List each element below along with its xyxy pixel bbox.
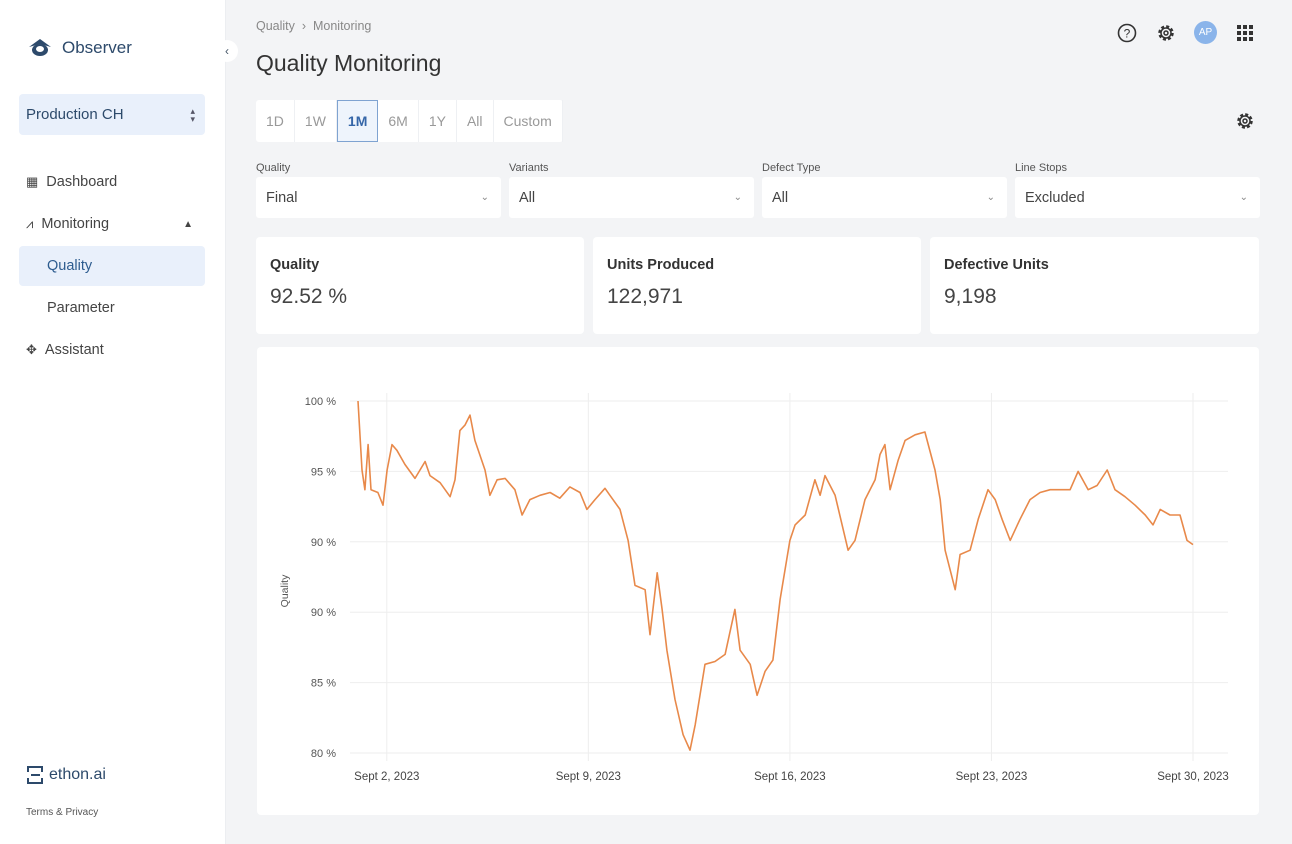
y-tick-label: 95 % — [311, 466, 336, 478]
sidebar-item-label: Parameter — [47, 300, 115, 316]
time-range-selector: 1D 1W 1M 6M 1Y All Custom — [256, 100, 563, 142]
y-tick-label: 85 % — [311, 678, 336, 690]
app-name: Observer — [62, 38, 132, 57]
range-all[interactable]: All — [457, 100, 494, 142]
chevron-down-icon: ⌄ — [986, 192, 995, 203]
chevron-updown-icon: ▴ ▾ — [190, 105, 195, 124]
chevron-up-icon: ▲ — [183, 218, 193, 230]
ethon-logo-icon — [27, 766, 43, 784]
y-axis-label: Quality — [279, 574, 291, 607]
sidebar-item-label: Assistant — [44, 342, 104, 358]
x-tick-label: Sept 2, 2023 — [354, 771, 419, 783]
kpi-value: 122,971 — [607, 285, 683, 308]
select-value: Final — [266, 189, 298, 206]
chevron-left-icon: ‹ — [225, 44, 229, 58]
footer-brand: ethon.ai — [49, 766, 106, 783]
sidebar-item-label: Dashboard — [46, 174, 118, 190]
x-tick-label: Sept 9, 2023 — [556, 771, 621, 783]
environment-name: Production CH — [26, 106, 124, 123]
breadcrumb-item[interactable]: Monitoring — [312, 19, 372, 33]
terms-link[interactable]: Terms & Privacy — [26, 807, 99, 818]
series-line-quality — [357, 400, 1194, 751]
x-tick-label: Sept 23, 2023 — [956, 771, 1028, 783]
app-logo[interactable]: Observer — [28, 38, 132, 58]
kpi-value: 92.52 % — [270, 285, 348, 308]
sidebar-item-parameter[interactable]: Parameter — [19, 288, 205, 328]
observer-logo-icon — [29, 39, 51, 56]
select-value: Excluded — [1025, 189, 1085, 206]
monitoring-icon: ⩘ — [26, 216, 34, 231]
select-value: All — [772, 189, 789, 206]
avatar[interactable]: AP — [1194, 21, 1217, 44]
ethon-logo: ethon.ai — [26, 764, 106, 786]
page-title: Quality Monitoring — [256, 50, 442, 76]
kpi-quality: Quality 92.52 % — [256, 237, 584, 334]
sidebar-item-dashboard[interactable]: ▦ Dashboard — [19, 162, 205, 202]
quality-chart: 100 % 95 % 90 % 90 % 85 % 80 % Sept 2, 2023 Sep… — [257, 347, 1259, 815]
grid-icon: ▦ — [26, 174, 39, 189]
svg-text:?: ? — [1124, 26, 1131, 40]
sidebar: Observer ‹ Production CH ▴ ▾ ▦ Dashboard ⩘… — [0, 0, 238, 844]
quality-line-chart: 100 % 95 % 90 % 90 % 85 % 80 % Sept 2, 2023 Sep… — [279, 393, 1229, 783]
sidebar-item-label: Quality — [47, 258, 93, 274]
sidebar-item-monitoring[interactable]: ⩘ Monitoring ▲ — [19, 204, 205, 244]
chevron-down-icon: ⌄ — [733, 192, 742, 203]
x-tick-label: Sept 16, 2023 — [754, 771, 826, 783]
sidebar-item-quality[interactable]: Quality — [19, 246, 205, 286]
filter-variants: Variants All ⌄ — [509, 162, 754, 218]
range-1m[interactable]: 1M — [336, 100, 379, 142]
chart-settings-icon[interactable] — [1234, 110, 1256, 132]
y-tick-label: 90 % — [311, 537, 336, 549]
filter-label: Line Stops — [1015, 162, 1067, 174]
filter-label: Defect Type — [762, 162, 821, 174]
filter-label: Quality — [256, 162, 291, 174]
kpi-defective-units: Defective Units 9,198 — [930, 237, 1259, 334]
defect-type-select[interactable]: All ⌄ — [762, 177, 1007, 218]
sidebar-item-assistant[interactable]: ✥ Assistant — [19, 330, 205, 370]
kpi-label: Quality — [270, 257, 320, 273]
select-value: All — [519, 189, 536, 206]
breadcrumb: Quality › Monitoring — [256, 19, 371, 33]
y-tick-label: 90 % — [311, 607, 336, 619]
filter-label: Variants — [509, 162, 549, 174]
sidebar-item-label: Monitoring — [41, 216, 110, 232]
environment-selector[interactable]: Production CH ▴ ▾ — [19, 94, 205, 135]
sparkle-icon: ✥ — [26, 342, 37, 357]
range-1d[interactable]: 1D — [256, 100, 295, 142]
variants-select[interactable]: All ⌄ — [509, 177, 754, 218]
range-1w[interactable]: 1W — [295, 100, 337, 142]
kpi-label: Defective Units — [944, 257, 1049, 273]
breadcrumb-separator: › — [298, 19, 310, 33]
y-tick-label: 80 % — [311, 748, 336, 760]
line-stops-select[interactable]: Excluded ⌄ — [1015, 177, 1260, 218]
settings-icon[interactable] — [1155, 22, 1177, 44]
range-1y[interactable]: 1Y — [419, 100, 457, 142]
kpi-units-produced: Units Produced 122,971 — [593, 237, 921, 334]
filter-line-stops: Line Stops Excluded ⌄ — [1015, 162, 1260, 218]
range-6m[interactable]: 6M — [378, 100, 419, 142]
quality-select[interactable]: Final ⌄ — [256, 177, 501, 218]
y-tick-label: 100 % — [305, 396, 336, 408]
filter-quality: Quality Final ⌄ — [256, 162, 501, 218]
top-actions: ? AP — [1116, 21, 1256, 44]
kpi-value: 9,198 — [944, 285, 997, 308]
kpi-label: Units Produced — [607, 257, 715, 273]
breadcrumb-item[interactable]: Quality — [256, 19, 295, 33]
chevron-down-icon: ⌄ — [1239, 192, 1248, 203]
collapse-sidebar-button[interactable]: ‹ — [216, 40, 238, 62]
range-custom[interactable]: Custom — [494, 100, 563, 142]
chevron-down-icon: ⌄ — [480, 192, 489, 203]
help-icon[interactable]: ? — [1116, 22, 1138, 44]
x-tick-label: Sept 30, 2023 — [1157, 771, 1229, 783]
filter-defect-type: Defect Type All ⌄ — [762, 162, 1007, 218]
apps-grid-icon[interactable] — [1234, 22, 1256, 44]
